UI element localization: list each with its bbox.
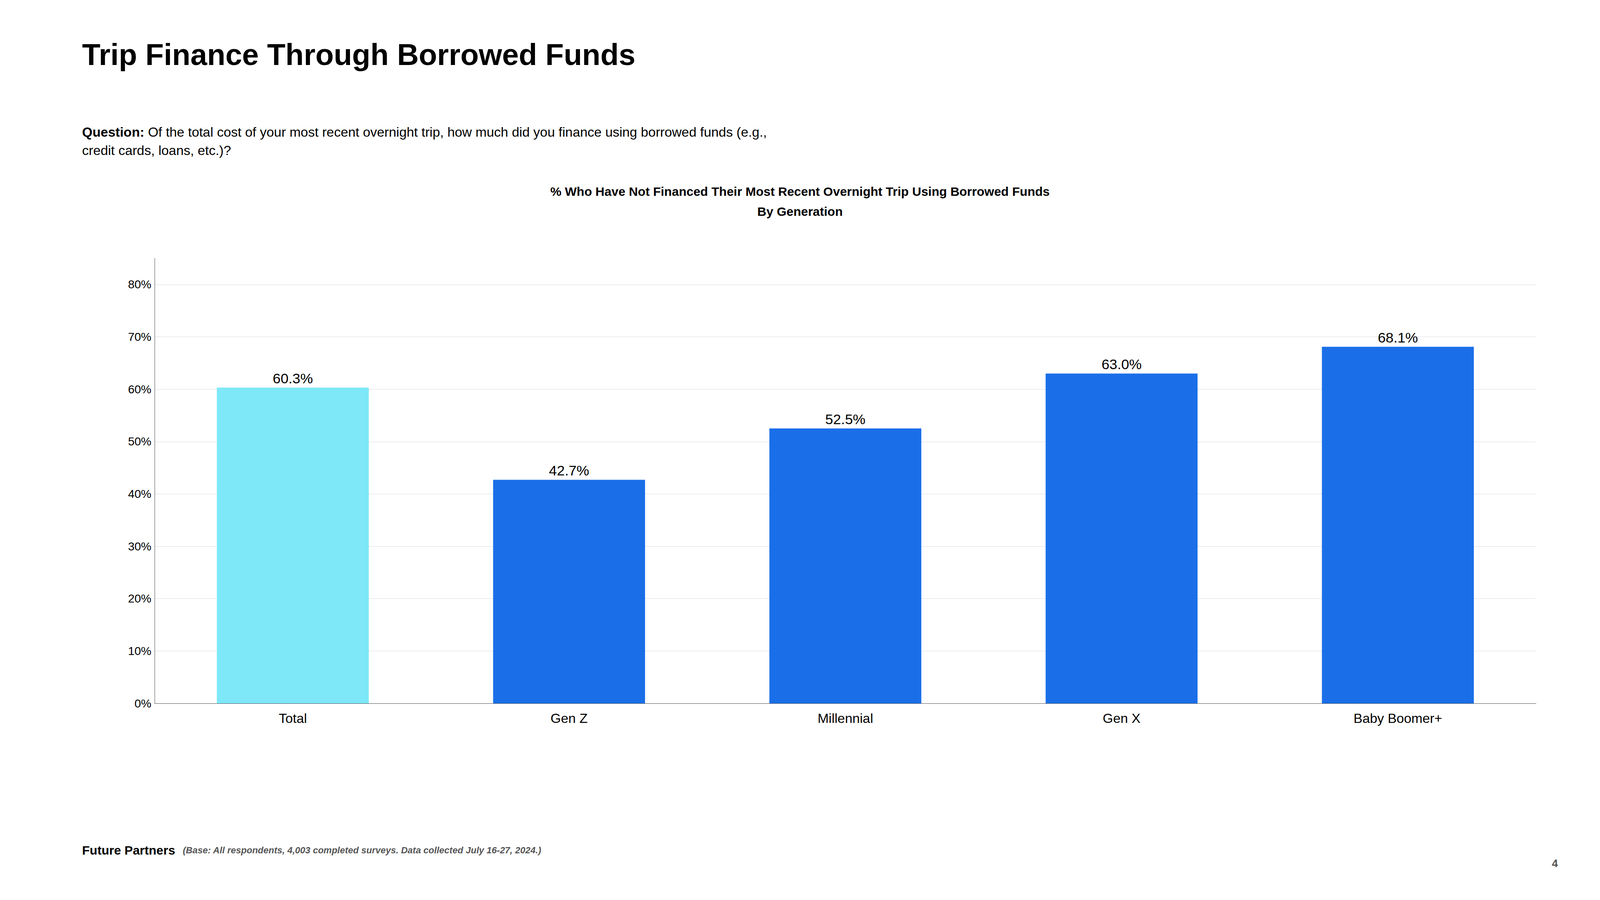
svg-text:Millennial: Millennial [817,710,873,726]
svg-text:70%: 70% [127,330,152,344]
svg-text:60.3%: 60.3% [272,370,313,387]
svg-text:By Generation: By Generation [757,204,843,219]
svg-text:10%: 10% [127,644,152,658]
svg-text:(Base: All respondents, 4,003: (Base: All respondents, 4,003 completed … [175,845,541,856]
svg-text:4: 4 [1552,857,1559,870]
svg-text:Question:: Question: [82,124,145,140]
svg-text:60%: 60% [127,382,152,396]
svg-text:80%: 80% [127,277,152,291]
svg-text:% Who Have Not Financed Their: % Who Have Not Financed Their Most Recen… [550,184,1050,199]
svg-text:Total: Total [278,710,308,726]
svg-text:Trip Finance Through Borrowed: Trip Finance Through Borrowed Funds [82,37,636,72]
svg-text:42.7%: 42.7% [549,462,590,479]
svg-text:68.1%: 68.1% [1377,329,1418,346]
svg-text:credit cards, loans, etc.)?: credit cards, loans, etc.)? [82,142,231,158]
svg-text:40%: 40% [127,487,152,501]
svg-text:20%: 20% [127,592,152,605]
svg-text:50%: 50% [127,435,152,448]
svg-text:52.5%: 52.5% [825,411,866,428]
svg-text:Baby Boomer+: Baby Boomer+ [1353,710,1443,726]
svg-text:63.0%: 63.0% [1101,356,1142,373]
svg-text:Gen X: Gen X [1102,710,1141,726]
svg-text:0%: 0% [134,697,152,710]
svg-text:Of the total cost of your most: Of the total cost of your most recent ov… [144,124,767,140]
svg-text:Future Partners: Future Partners [82,843,175,858]
svg-text:Gen Z: Gen Z [550,710,588,726]
svg-text:30%: 30% [127,540,152,553]
